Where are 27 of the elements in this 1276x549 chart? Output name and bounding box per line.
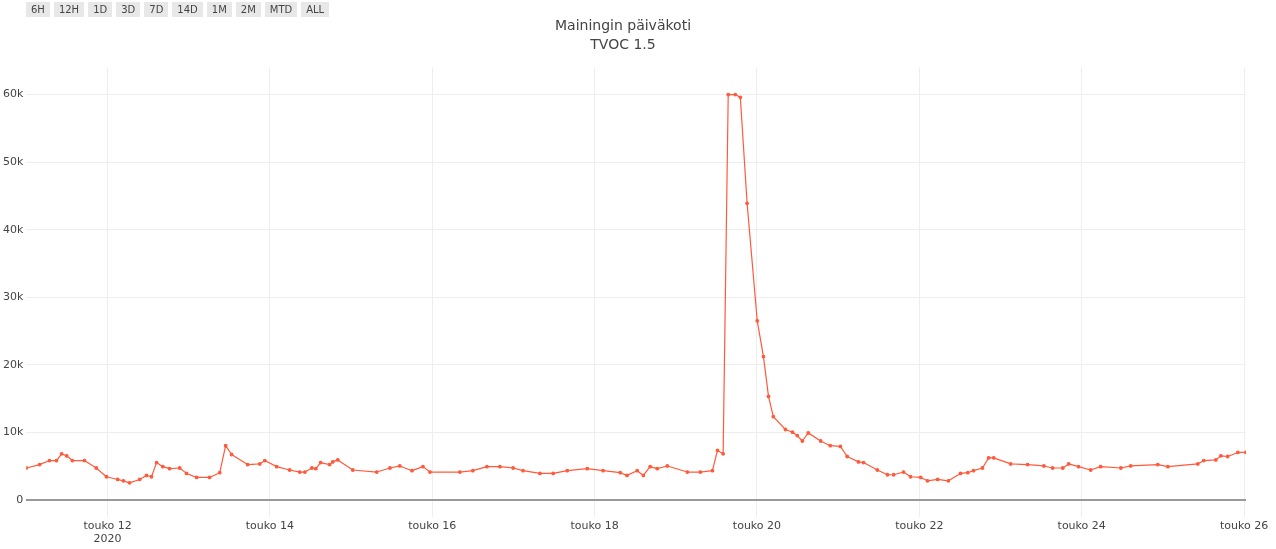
- range-button: 1D: [88, 2, 113, 17]
- x-tick-label: touko 16: [408, 519, 457, 533]
- range-button: 12H: [53, 2, 85, 17]
- y-tick-label: 0: [16, 492, 24, 506]
- x-tick-label: touko 26: [1219, 519, 1269, 533]
- x-tick-label: touko 18: [570, 519, 619, 533]
- y-tick-label: 40k: [2, 222, 24, 236]
- y-tick-label: 20k: [2, 357, 24, 371]
- chart-title: Mainingin päiväkoti: [554, 17, 692, 34]
- x-tick-label: touko 14: [245, 519, 295, 533]
- x-tick-label: touko 20: [732, 519, 782, 533]
- range-button: 6H: [26, 2, 50, 17]
- y-tick-label: 60k: [2, 87, 24, 101]
- range-button: MTD: [264, 2, 298, 17]
- range-button: 1M: [206, 2, 232, 17]
- range-button: 2M: [235, 2, 261, 17]
- y-tick-label: 30k: [2, 290, 24, 304]
- x-tick-label: touko 24: [1057, 519, 1106, 533]
- y-tick-label: 50k: [2, 154, 24, 168]
- y-tick-label: 10k: [2, 425, 24, 439]
- range-button: 3D: [116, 2, 141, 17]
- x-tick-label: touko 22: [895, 519, 944, 533]
- chart-subtitle: TVOC 1.5: [589, 35, 656, 52]
- range-button: ALL: [301, 2, 330, 17]
- range-button: 14D: [172, 2, 203, 17]
- range-button: 7D: [144, 2, 169, 17]
- x-tick-label: touko 12 2020: [83, 519, 132, 546]
